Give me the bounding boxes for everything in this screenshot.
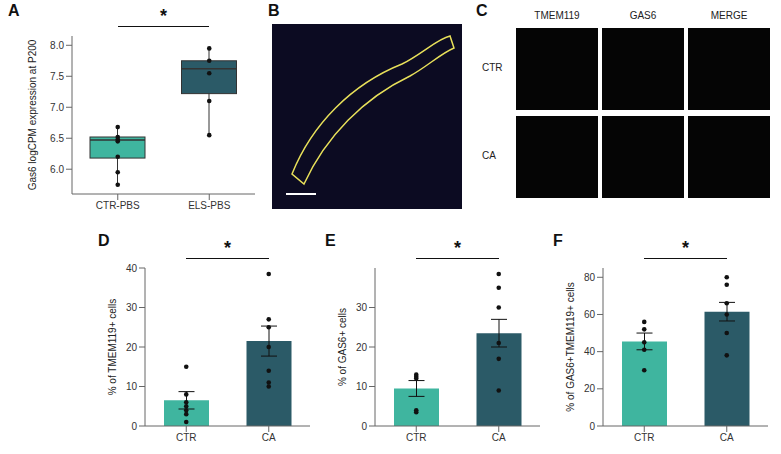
svg-text:7.0: 7.0 (50, 102, 64, 113)
svg-text:CTR-PBS: CTR-PBS (96, 200, 140, 211)
svg-text:% of GAS6+ cells: % of GAS6+ cells (337, 308, 348, 386)
svg-text:20: 20 (356, 342, 368, 353)
svg-text:ELS-PBS: ELS-PBS (188, 200, 231, 211)
html-text:CA: CA (482, 150, 496, 161)
svg-text:CA: CA (492, 432, 506, 443)
html-text:TMEM119: TMEM119 (534, 10, 580, 21)
svg-text:20: 20 (584, 383, 596, 394)
svg-text:0: 0 (361, 421, 367, 432)
svg-text:40: 40 (584, 346, 596, 357)
svg-text:80: 80 (584, 272, 596, 283)
svg-text:10: 10 (356, 381, 368, 392)
svg-text:7.5: 7.5 (50, 71, 64, 82)
svg-text:% of GAS6+TMEM119+ cells: % of GAS6+TMEM119+ cells (565, 282, 576, 411)
html-text:D: D (98, 232, 110, 249)
svg-text:Gas6 logCPM expression at P200: Gas6 logCPM expression at P200 (27, 39, 38, 190)
svg-text:10: 10 (126, 381, 138, 392)
svg-text:CA: CA (262, 432, 276, 443)
svg-text:6.5: 6.5 (50, 133, 64, 144)
svg-text:CTR: CTR (176, 432, 197, 443)
svg-text:6.0: 6.0 (50, 164, 64, 175)
svg-text:30: 30 (356, 302, 368, 313)
svg-text:20: 20 (126, 342, 138, 353)
html-text:CTR: CTR (482, 62, 503, 73)
html-text:A: A (8, 2, 20, 19)
svg-text:30: 30 (126, 302, 138, 313)
svg-text:8.0: 8.0 (50, 40, 64, 51)
svg-text:CA: CA (720, 432, 734, 443)
svg-text:0: 0 (589, 421, 595, 432)
html-text:MERGE: MERGE (710, 10, 748, 21)
svg-text:40: 40 (126, 263, 138, 274)
svg-text:% of TMEM119+ cells: % of TMEM119+ cells (107, 299, 118, 396)
html-text:B: B (268, 2, 280, 19)
svg-text:60: 60 (584, 309, 596, 320)
svg-text:0: 0 (131, 421, 137, 432)
svg-text:CTR: CTR (406, 432, 427, 443)
html-text:C: C (476, 2, 488, 19)
html-text:F: F (553, 232, 563, 249)
html-text:GAS6: GAS6 (629, 10, 657, 21)
html-text:E: E (325, 232, 336, 249)
svg-text:CTR: CTR (634, 432, 655, 443)
